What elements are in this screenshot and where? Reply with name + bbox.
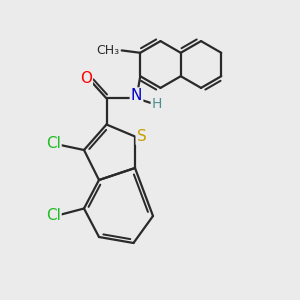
Text: Cl: Cl [46,208,61,224]
Text: Cl: Cl [46,136,61,152]
Text: CH₃: CH₃ [96,44,119,57]
Text: O: O [80,70,92,86]
Text: H: H [152,98,162,111]
Text: S: S [137,129,146,144]
Text: N: N [131,88,142,104]
